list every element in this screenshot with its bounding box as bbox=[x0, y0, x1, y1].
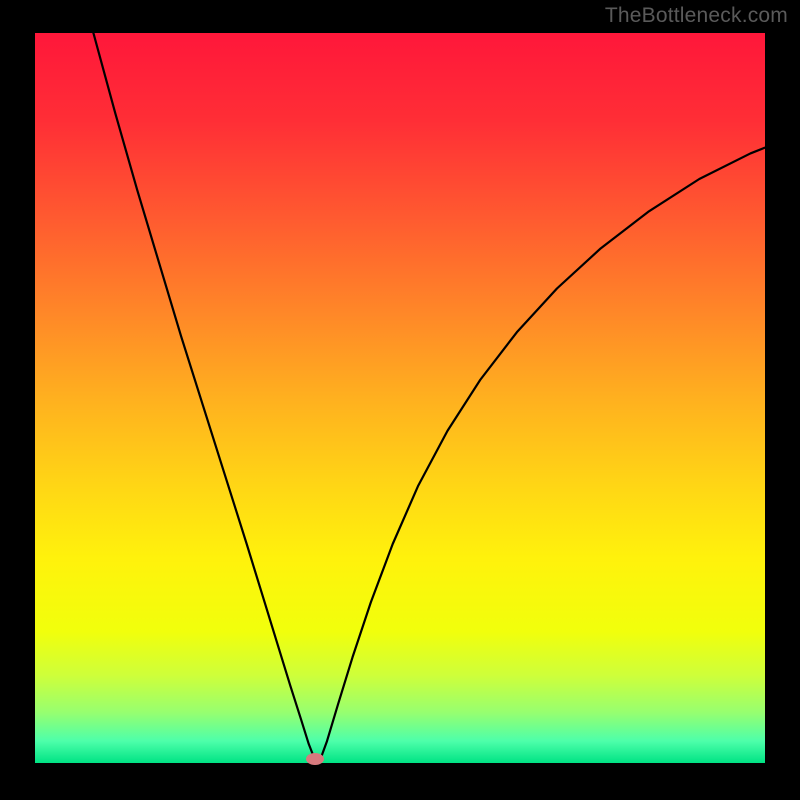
optimum-marker bbox=[306, 753, 324, 765]
watermark-text: TheBottleneck.com bbox=[605, 4, 788, 28]
plot-area bbox=[35, 33, 765, 763]
bottleneck-curve bbox=[35, 33, 765, 763]
curve-path bbox=[93, 33, 765, 762]
